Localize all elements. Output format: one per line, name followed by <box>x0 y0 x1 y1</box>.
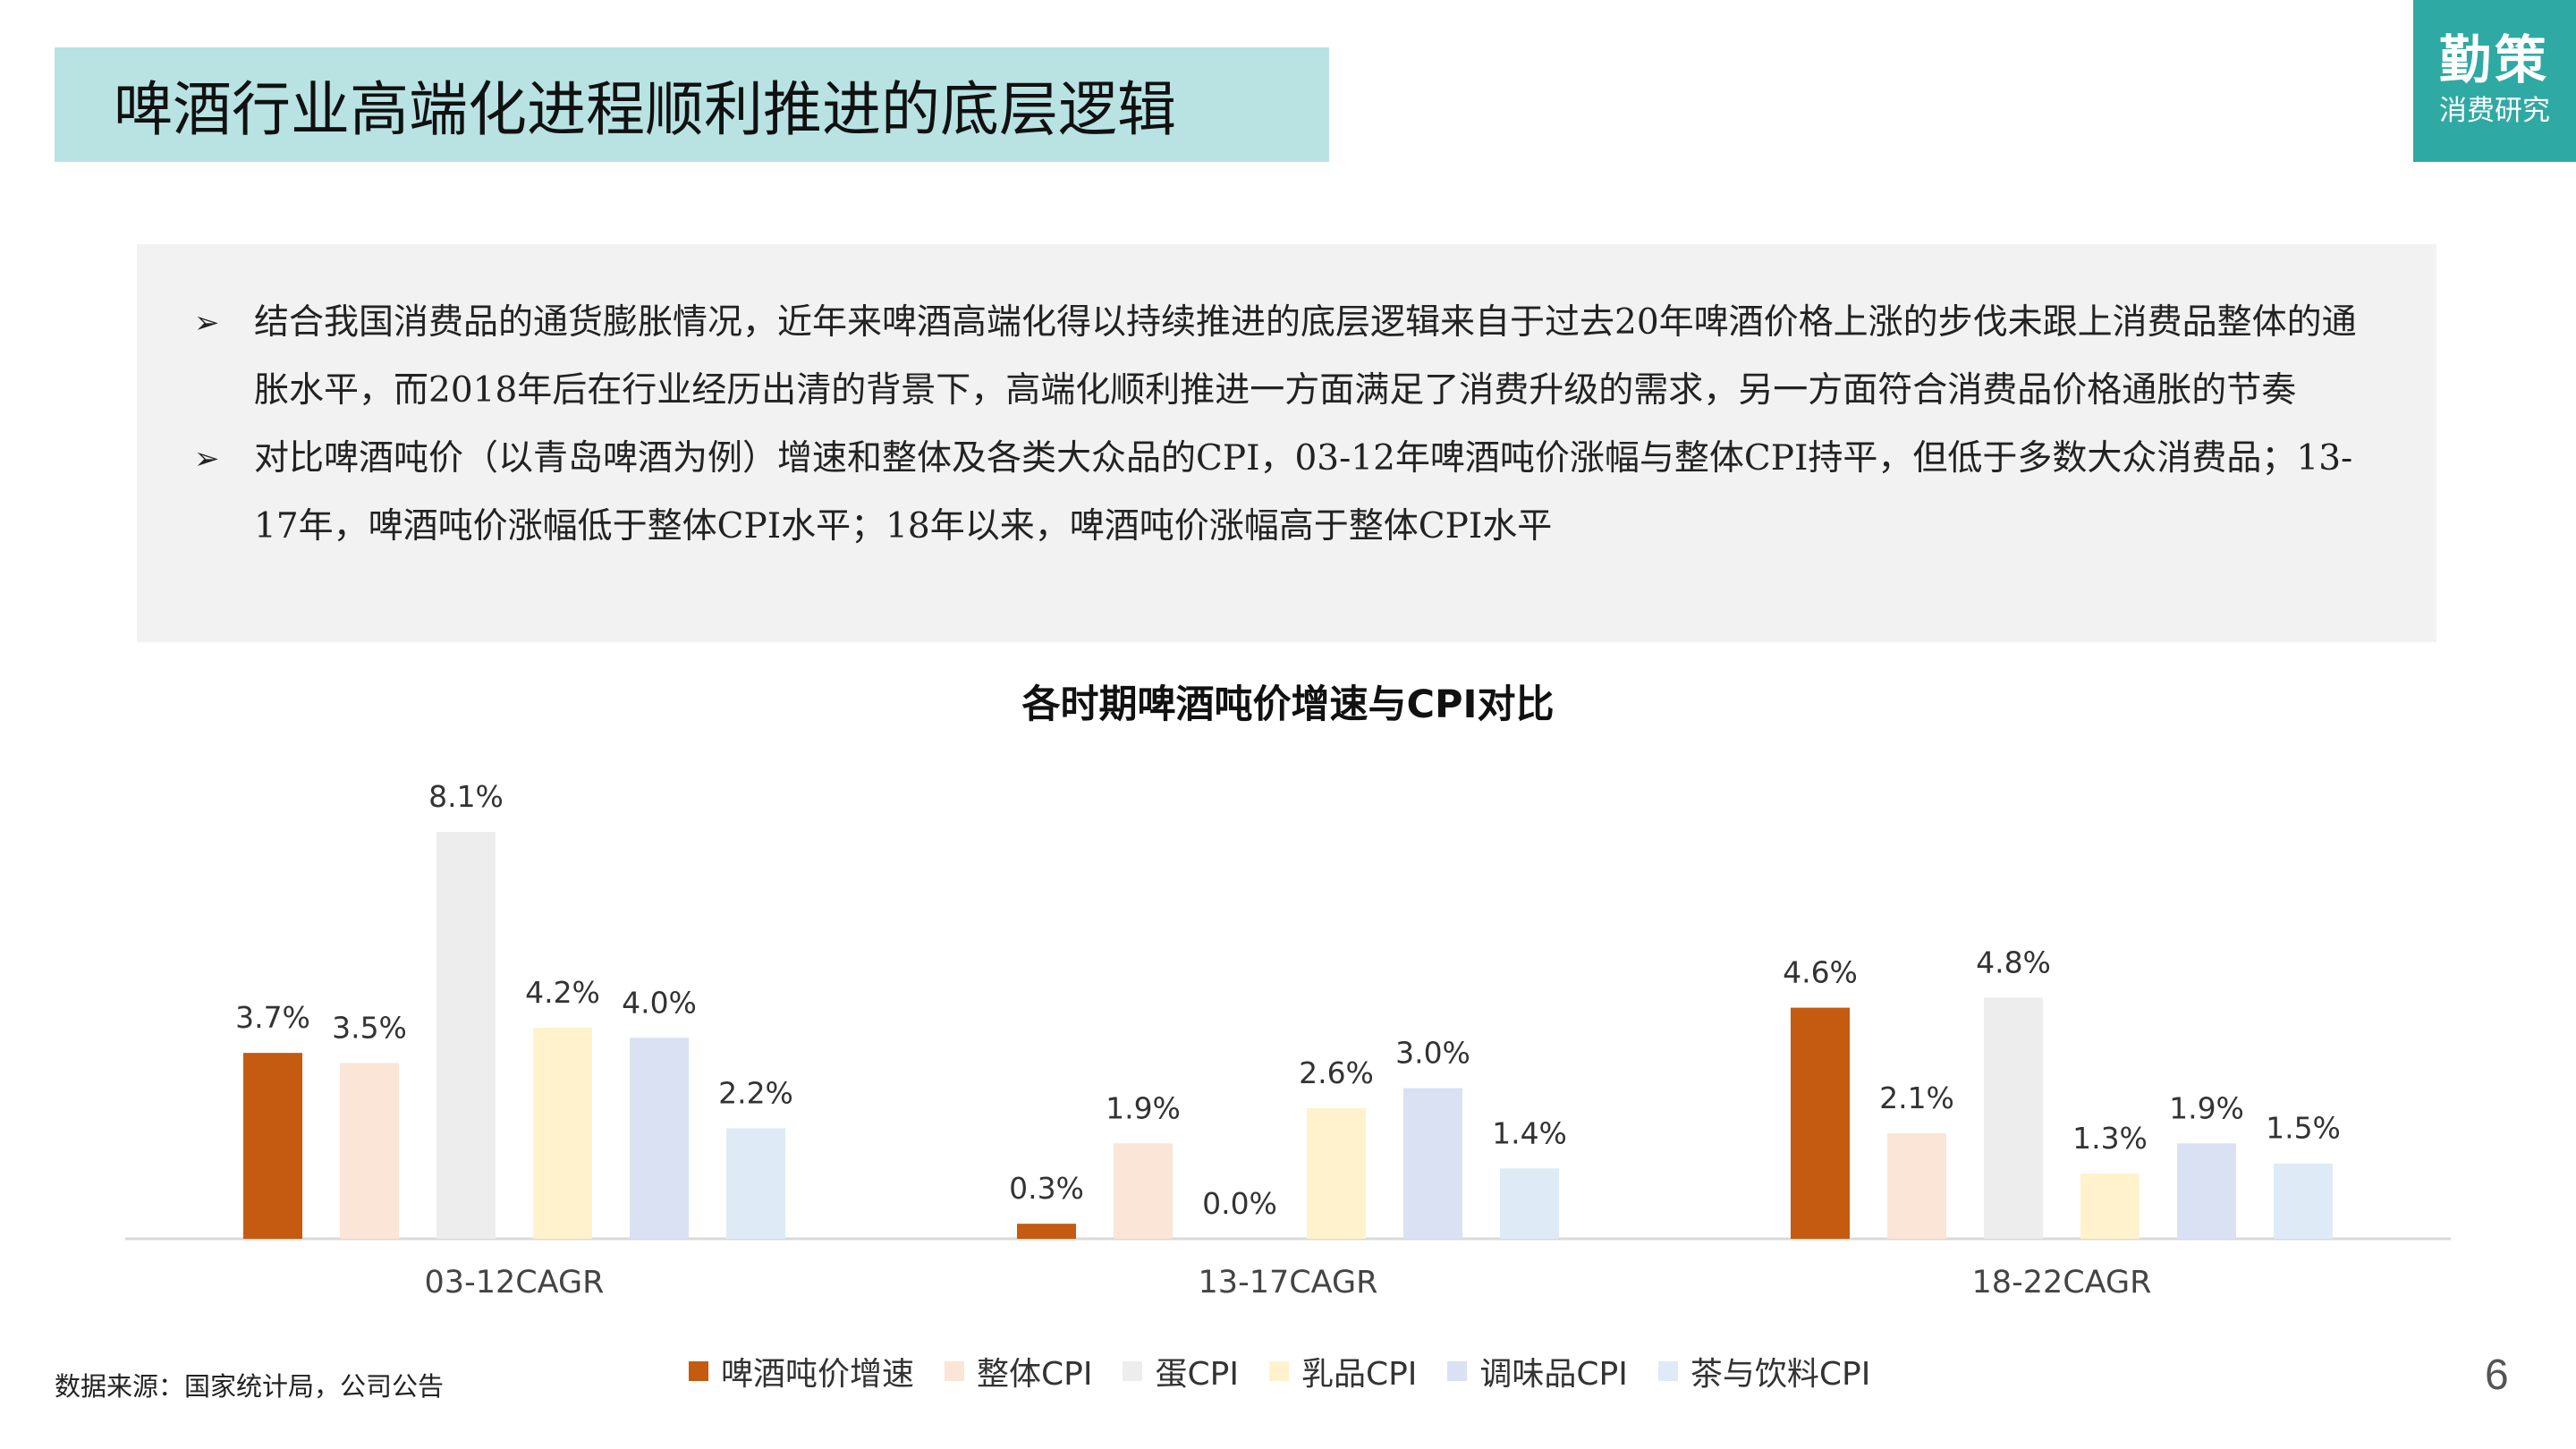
data-label: 3.0% <box>1395 1035 1470 1070</box>
data-label: 4.6% <box>1783 955 1858 990</box>
bar <box>2177 1143 2236 1239</box>
chart-legend: 啤酒吨价增速 整体CPI 蛋CPI 乳品CPI 调味品CPI 茶与饮料CPI <box>689 1349 1901 1394</box>
legend-item: 乳品CPI <box>1268 1348 1418 1394</box>
legend-label: 蛋CPI <box>1155 1356 1239 1393</box>
legend-item: 整体CPI <box>945 1348 1092 1394</box>
data-label: 3.5% <box>332 1010 407 1045</box>
legend-item: 调味品CPI <box>1447 1348 1628 1394</box>
data-label: 0.0% <box>1202 1186 1277 1221</box>
legend-swatch <box>1657 1361 1678 1381</box>
data-label: 8.1% <box>428 779 504 814</box>
page-number: 6 <box>2485 1352 2509 1399</box>
data-label: 4.8% <box>1976 945 2051 979</box>
data-label: 2.2% <box>718 1075 793 1110</box>
x-tick-label: 03-12CAGR <box>425 1265 605 1301</box>
chart-title: 各时期啤酒吨价增速与CPI对比 <box>1021 682 1555 727</box>
bar <box>1017 1224 1076 1239</box>
summary-bullet: ➢ 结合我国消费品的通货膨胀情况，近年来啤酒高端化得以持续推进的底层逻辑来自于过… <box>194 289 2383 425</box>
bar <box>533 1028 592 1239</box>
bar <box>1791 1007 1850 1239</box>
data-label: 4.0% <box>622 985 697 1020</box>
bar <box>1403 1088 1462 1239</box>
title-band: 啤酒行业高端化进程顺利推进的底层逻辑 <box>55 47 1329 162</box>
data-label: 1.9% <box>2169 1090 2244 1125</box>
arrow-bullet-icon: ➢ <box>194 305 220 341</box>
bar <box>726 1128 785 1239</box>
data-label: 1.9% <box>1106 1090 1181 1125</box>
bar-chart: 3.7% 3.5% 8.1% 4.2% 4.0% 2.2% 03-12CAGR 0.3% 1.9… <box>125 779 2451 1301</box>
data-source: 数据来源：国家统计局，公司公告 <box>55 1371 445 1402</box>
page-title: 啤酒行业高端化进程顺利推进的底层逻辑 <box>114 75 1176 144</box>
bar <box>340 1063 399 1239</box>
x-tick-label: 13-17CAGR <box>1199 1265 1378 1301</box>
bar <box>1114 1143 1173 1239</box>
legend-item: 啤酒吨价增速 <box>689 1348 914 1394</box>
legend-label: 整体CPI <box>977 1356 1093 1393</box>
data-label: 0.3% <box>1009 1171 1084 1206</box>
data-label: 4.2% <box>525 975 600 1010</box>
legend-swatch <box>1447 1361 1468 1381</box>
legend-item: 茶与饮料CPI <box>1657 1348 1871 1394</box>
arrow-bullet-icon: ➢ <box>194 441 220 477</box>
x-tick-label: 18-22CAGR <box>1972 1265 2152 1301</box>
bar <box>1307 1107 1366 1239</box>
bar <box>2080 1173 2140 1239</box>
brand-logo: 勤策 消费研究 <box>2413 0 2576 162</box>
legend-swatch <box>945 1361 965 1381</box>
bar <box>436 832 496 1239</box>
legend-label: 乳品CPI <box>1301 1356 1418 1393</box>
data-label: 1.4% <box>1492 1115 1567 1150</box>
bar <box>243 1053 302 1239</box>
legend-label: 调味品CPI <box>1479 1356 1628 1393</box>
legend-swatch <box>1268 1361 1289 1381</box>
data-label: 2.1% <box>1879 1080 1954 1115</box>
summary-text: 对比啤酒吨价（以青岛啤酒为例）增速和整体及各类大众品的CPI，03-12年啤酒吨… <box>254 438 2353 547</box>
summary-bullet: ➢ 对比啤酒吨价（以青岛啤酒为例）增速和整体及各类大众品的CPI，03-12年啤… <box>194 425 2383 561</box>
data-label: 1.3% <box>2072 1121 2148 1156</box>
legend-item: 蛋CPI <box>1123 1348 1239 1394</box>
bar <box>630 1038 689 1239</box>
logo-main-text: 勤策 <box>2438 30 2550 91</box>
logo-sub-text: 消费研究 <box>2439 95 2550 128</box>
data-label: 2.6% <box>1299 1055 1374 1090</box>
legend-swatch <box>689 1361 708 1381</box>
bar <box>1887 1133 1946 1239</box>
summary-box: ➢ 结合我国消费品的通货膨胀情况，近年来啤酒高端化得以持续推进的底层逻辑来自于过… <box>137 244 2436 642</box>
legend-label: 啤酒吨价增速 <box>721 1356 915 1393</box>
bar <box>1500 1168 1559 1239</box>
data-label: 1.5% <box>2266 1111 2341 1146</box>
summary-text: 结合我国消费品的通货膨胀情况，近年来啤酒高端化得以持续推进的底层逻辑来自于过去2… <box>254 302 2357 411</box>
legend-label: 茶与饮料CPI <box>1690 1356 1871 1393</box>
bar <box>1984 997 2043 1239</box>
legend-swatch <box>1123 1361 1143 1381</box>
bar <box>2274 1163 2333 1239</box>
data-label: 3.7% <box>235 1000 310 1035</box>
